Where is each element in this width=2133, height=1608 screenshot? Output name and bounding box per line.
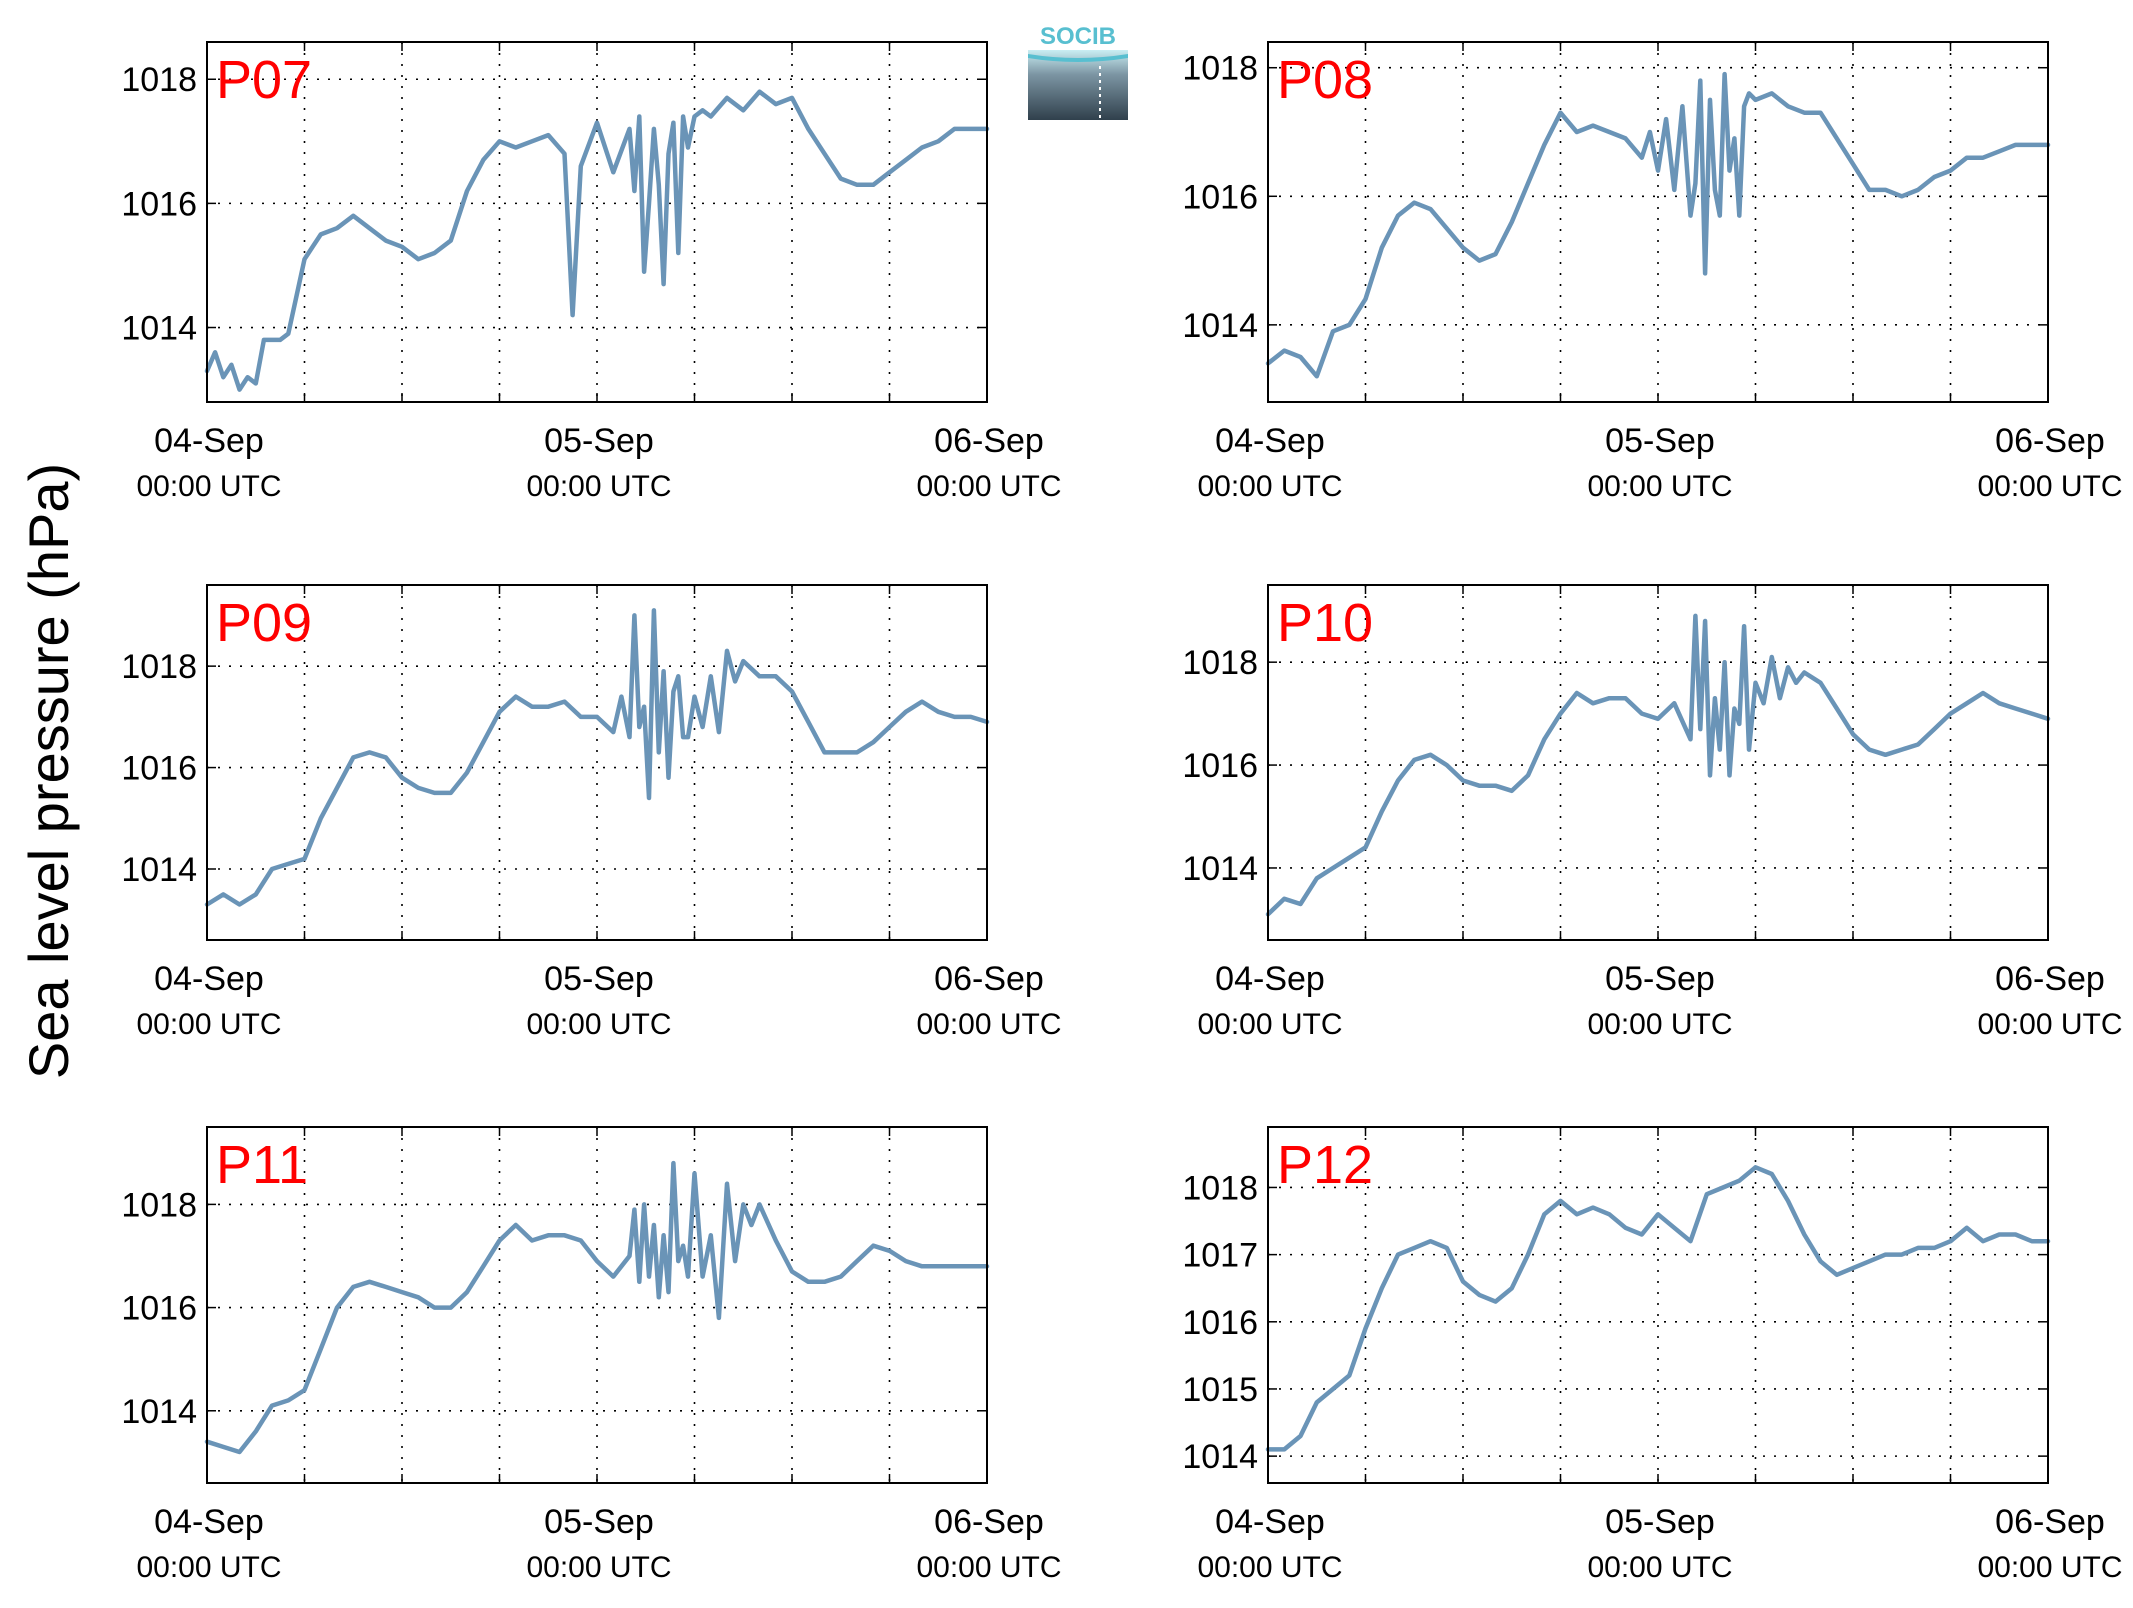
socib-logo: SOCIB bbox=[1028, 23, 1128, 120]
x-tick-time-label: 00:00 UTC bbox=[916, 1008, 1061, 1041]
series-line bbox=[1265, 71, 2051, 379]
y-tick-label: 1014 bbox=[1182, 1438, 1258, 1476]
x-tick-time-label: 00:00 UTC bbox=[1587, 1551, 1732, 1584]
y-tick-label: 1016 bbox=[121, 750, 197, 788]
panel-p12: 1014 1015 1016 1017 1018 04-Sep 00:00 UTC 05-Se… bbox=[1182, 1126, 2123, 1584]
axes-frame bbox=[1267, 584, 2049, 941]
series-line bbox=[204, 89, 990, 392]
x-tick-date-label: 04-Sep bbox=[1215, 1503, 1325, 1541]
x-tick-date-label: 04-Sep bbox=[1215, 422, 1325, 460]
y-tick-label: 1014 bbox=[121, 1393, 197, 1431]
y-tick-label: 1016 bbox=[121, 185, 197, 223]
x-tick-time-label: 00:00 UTC bbox=[136, 1551, 281, 1584]
y-tick-label: 1018 bbox=[1182, 1169, 1258, 1207]
x-tick-date-label: 05-Sep bbox=[1605, 422, 1715, 460]
x-tick-date-label: 06-Sep bbox=[934, 422, 1044, 460]
x-tick-date-label: 04-Sep bbox=[1215, 960, 1325, 998]
y-tick-label: 1016 bbox=[1182, 1304, 1258, 1342]
x-tick-time-label: 00:00 UTC bbox=[1977, 1551, 2122, 1584]
y-tick-label: 1016 bbox=[121, 1290, 197, 1328]
x-tick-time-label: 00:00 UTC bbox=[1977, 1008, 2122, 1041]
y-tick-label: 1016 bbox=[1182, 747, 1258, 785]
panel-title: P09 bbox=[216, 593, 312, 653]
series-line bbox=[204, 608, 990, 907]
axes-frame bbox=[1267, 1126, 2049, 1484]
panel-p07: 1014 1016 1018 04-Sep 00:00 UTC 05-Sep 00:00 U… bbox=[121, 41, 1062, 503]
x-tick-time-label: 00:00 UTC bbox=[1197, 470, 1342, 503]
y-axis-label: Sea level pressure (hPa) bbox=[17, 463, 80, 1079]
panel-title: P10 bbox=[1277, 593, 1373, 653]
panel-p10: 1014 1016 1018 04-Sep 00:00 UTC 05-Sep 00:00 U… bbox=[1182, 584, 2123, 1041]
y-tick-label: 1018 bbox=[121, 648, 197, 686]
x-tick-date-label: 04-Sep bbox=[154, 422, 264, 460]
y-tick-label: 1014 bbox=[121, 310, 197, 348]
panel-title: P07 bbox=[216, 50, 312, 110]
panel-p11: 1014 1016 1018 04-Sep 00:00 UTC 05-Sep 00:00 U… bbox=[121, 1126, 1062, 1584]
series-line bbox=[204, 1160, 990, 1455]
x-tick-date-label: 05-Sep bbox=[1605, 960, 1715, 998]
y-tick-label: 1016 bbox=[1182, 178, 1258, 216]
y-tick-label: 1014 bbox=[121, 851, 197, 889]
axes-frame bbox=[206, 584, 988, 941]
x-tick-date-label: 05-Sep bbox=[544, 422, 654, 460]
axes-frame bbox=[206, 1126, 988, 1484]
logo-text: SOCIB bbox=[1040, 23, 1116, 50]
axes-frame bbox=[1267, 41, 2049, 403]
y-tick-label: 1014 bbox=[1182, 307, 1258, 345]
x-tick-date-label: 04-Sep bbox=[154, 960, 264, 998]
y-tick-label: 1018 bbox=[1182, 50, 1258, 88]
panel-p08: 1014 1016 1018 04-Sep 00:00 UTC 05-Sep 00:00 U… bbox=[1182, 41, 2123, 503]
x-tick-date-label: 04-Sep bbox=[154, 1503, 264, 1541]
x-tick-time-label: 00:00 UTC bbox=[526, 1551, 671, 1584]
x-tick-date-label: 06-Sep bbox=[934, 960, 1044, 998]
panel-p09: 1014 1016 1018 04-Sep 00:00 UTC 05-Sep 00:00 U… bbox=[121, 584, 1062, 1041]
panels: 1014 1016 1018 04-Sep 00:00 UTC 05-Sep 00:00 U… bbox=[121, 41, 2123, 1584]
x-tick-date-label: 06-Sep bbox=[1995, 1503, 2105, 1541]
x-tick-time-label: 00:00 UTC bbox=[1197, 1008, 1342, 1041]
x-tick-time-label: 00:00 UTC bbox=[1977, 470, 2122, 503]
series-line bbox=[1265, 613, 2051, 917]
y-tick-label: 1014 bbox=[1182, 850, 1258, 888]
x-tick-time-label: 00:00 UTC bbox=[916, 1551, 1061, 1584]
y-tick-label: 1018 bbox=[121, 1186, 197, 1224]
x-tick-date-label: 05-Sep bbox=[544, 1503, 654, 1541]
x-tick-time-label: 00:00 UTC bbox=[1587, 1008, 1732, 1041]
x-tick-date-label: 05-Sep bbox=[544, 960, 654, 998]
x-tick-time-label: 00:00 UTC bbox=[526, 470, 671, 503]
x-tick-date-label: 05-Sep bbox=[1605, 1503, 1715, 1541]
x-tick-time-label: 00:00 UTC bbox=[526, 1008, 671, 1041]
x-tick-time-label: 00:00 UTC bbox=[136, 1008, 281, 1041]
x-tick-date-label: 06-Sep bbox=[1995, 422, 2105, 460]
panel-title: P11 bbox=[216, 1135, 308, 1195]
x-tick-time-label: 00:00 UTC bbox=[916, 470, 1061, 503]
x-tick-date-label: 06-Sep bbox=[934, 1503, 1044, 1541]
panel-title: P12 bbox=[1277, 1135, 1373, 1195]
y-tick-label: 1018 bbox=[121, 61, 197, 99]
x-tick-time-label: 00:00 UTC bbox=[1197, 1551, 1342, 1584]
y-tick-label: 1015 bbox=[1182, 1371, 1258, 1409]
axes-frame bbox=[206, 41, 988, 403]
panel-title: P08 bbox=[1277, 50, 1373, 110]
y-tick-label: 1017 bbox=[1182, 1237, 1258, 1275]
x-tick-date-label: 06-Sep bbox=[1995, 960, 2105, 998]
logo-wave bbox=[1028, 54, 1128, 62]
x-tick-time-label: 00:00 UTC bbox=[1587, 470, 1732, 503]
x-tick-time-label: 00:00 UTC bbox=[136, 470, 281, 503]
series-line bbox=[1265, 1165, 2051, 1452]
y-tick-label: 1018 bbox=[1182, 644, 1258, 682]
